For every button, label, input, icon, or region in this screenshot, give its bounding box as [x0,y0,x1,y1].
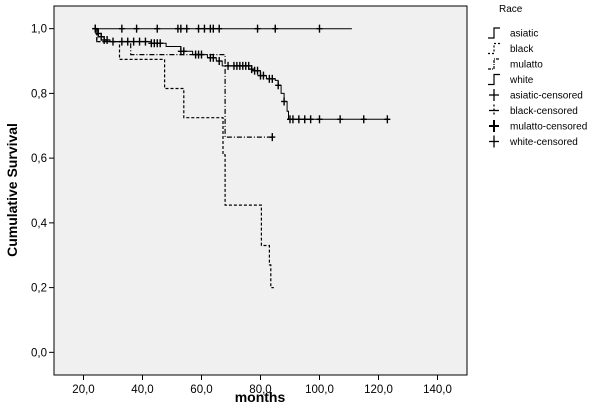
censor-mark-asiatic [118,24,125,33]
censor-mark-white [136,37,143,46]
legend-label: mulatto [510,60,543,71]
legend-title: Race [499,4,523,15]
legend-label: asiatic [510,29,538,40]
y-axis: 0,0 0,2 0,4 0,6 0,8 1,0 [31,24,54,359]
censor-mark-white [142,37,149,46]
censor-mark-white [281,97,288,106]
legend-label: mulatto-censored [510,122,587,133]
censor-mark-asiatic [216,24,223,33]
x-tick-label: 100,0 [305,384,334,396]
y-axis-title: Cumulative Survival [4,123,20,257]
y-tick-label: 0,6 [31,153,47,165]
censor-mark-mulatto [269,133,276,142]
y-tick-label: 0,8 [31,88,47,100]
y-tick-label: 0,4 [31,218,48,230]
plot-area [53,5,468,376]
legend-swatch [489,89,499,101]
x-tick-label: 60,0 [190,384,212,396]
y-tick-label: 0,0 [31,347,47,359]
censor-mark-asiatic [254,24,261,33]
x-tick-label: 20,0 [72,384,94,396]
censor-mark-white [316,115,323,124]
legend-swatch [488,58,500,70]
censor-mark-asiatic [210,24,217,33]
censor-mark-white [180,47,187,56]
censor-mark-asiatic [316,24,323,33]
legend-swatch [489,104,499,117]
legend-entry-black-censored: black-censored [489,104,578,117]
censor-mark-white [216,57,223,66]
censor-mark-white [110,37,116,46]
censor-mark-asiatic [183,24,190,33]
x-tick-label: 140,0 [423,384,452,396]
legend-entry-asiatic: asiatic [488,27,538,40]
censor-mark-white [260,71,267,80]
censor-mark-asiatic [154,24,161,33]
censor-mark-white [254,66,261,75]
legend-entry-mulatto: mulatto [488,58,543,71]
censor-mark-white [337,115,344,124]
y-tick-label: 0,2 [31,283,47,295]
legend-entry-black: black [488,42,534,55]
x-tick-label: 80,0 [249,384,271,396]
censor-mark-white [157,39,164,48]
censor-mark-white [269,74,276,83]
legend-label: asiatic-censored [510,91,583,102]
censor-mark-white [92,24,99,33]
legend-swatch [489,135,499,148]
censor-mark-asiatic [195,24,202,33]
censor-mark-asiatic [272,24,279,33]
legend-label: white-censored [509,137,578,148]
censor-mark-white [384,115,391,124]
censor-mark-white [225,61,232,70]
legend-swatch [488,27,500,39]
censor-mark-white [360,115,367,124]
legend-label: black-censored [510,106,578,117]
censor-mark-white [248,65,255,74]
censor-mark-white [118,37,125,46]
censor-mark-white [198,50,205,59]
y-tick-label: 1,0 [31,24,47,36]
censor-mark-white [124,37,131,46]
legend-swatch [488,73,500,86]
censor-mark-white [301,115,308,124]
censor-mark-asiatic [201,24,208,33]
censor-mark-white [275,81,282,90]
x-tick-label: 120,0 [364,384,393,396]
x-tick-label: 40,0 [131,384,153,396]
censor-mark-white [295,115,302,124]
censor-mark-white [210,53,217,62]
legend-entry-white: white [488,73,534,86]
censor-mark-white [307,115,314,124]
legend-entry-white-censored: white-censored [489,135,578,148]
series-black-line [95,28,274,289]
legend-entry-mulatto-censored: mulatto-censored [489,120,587,133]
legend-label: black [510,44,534,55]
censor-mark-white [130,37,137,46]
censor-mark-white [104,35,111,44]
legend-entry-asiatic-censored: asiatic-censored [489,89,583,102]
legend-label: white [509,75,534,86]
censor-mark-asiatic [177,24,184,33]
censor-marks [92,24,391,142]
legend: Race asiatic black mulatto white asiatic-cen… [488,4,587,148]
x-axis: 20,0 40,0 60,0 80,0 100,0 120,0 140,0 [72,375,452,396]
censor-mark-white [289,115,296,124]
x-axis-title: months [235,389,286,405]
censor-mark-asiatic [133,24,140,33]
legend-swatch [489,120,499,132]
